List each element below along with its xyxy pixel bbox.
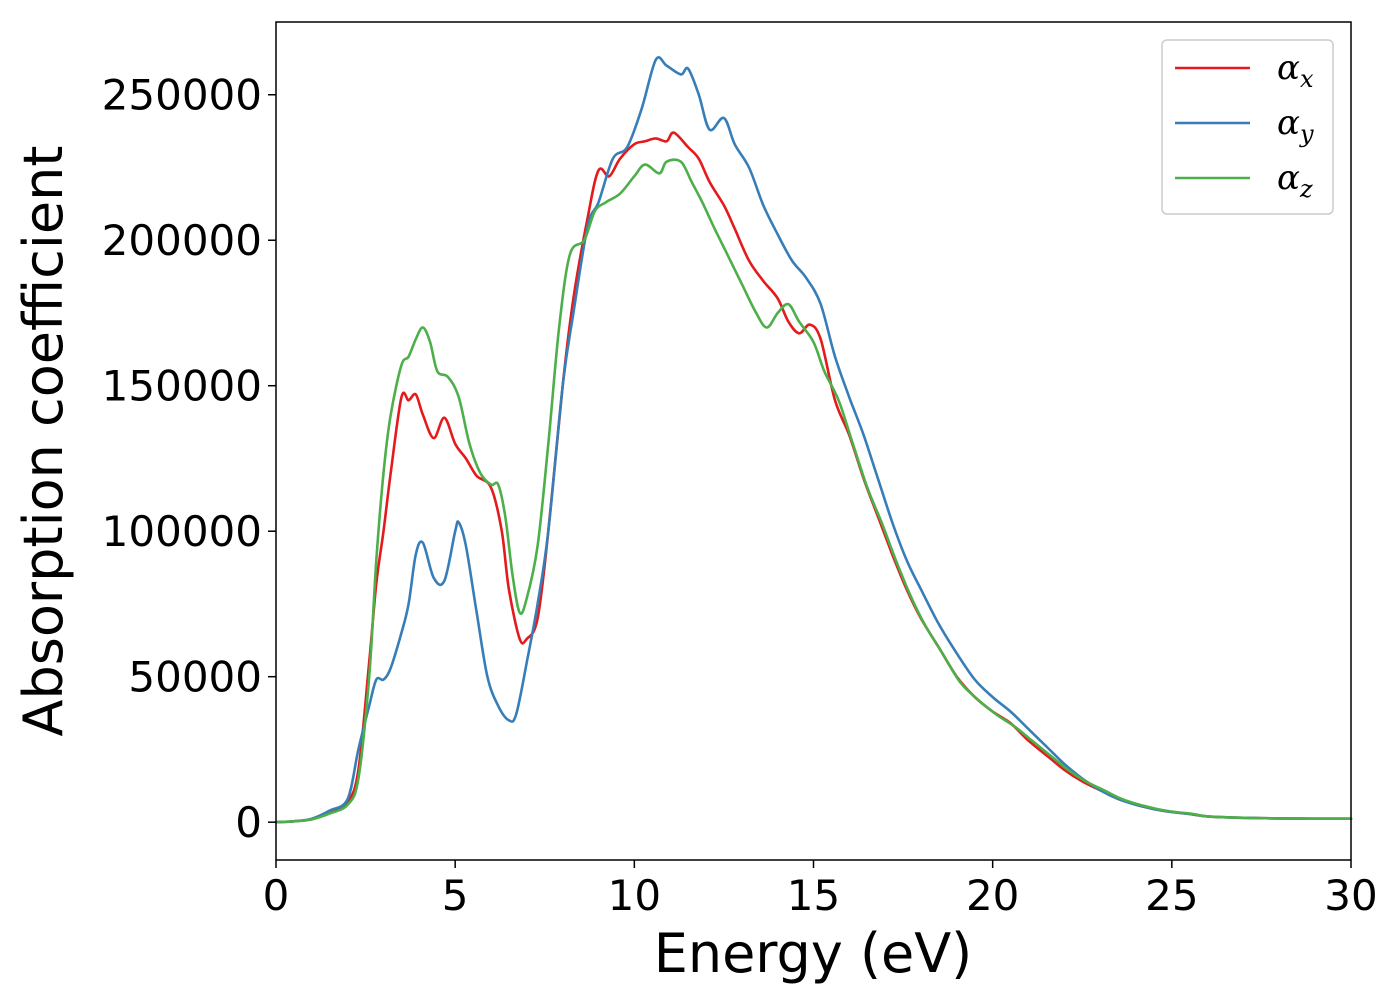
- y-tick-label: 200000: [102, 216, 262, 265]
- y-tick-label: 150000: [102, 362, 262, 411]
- x-tick-label: 15: [787, 871, 840, 920]
- x-tick-label: 10: [608, 871, 661, 920]
- x-axis-label: Energy (eV): [654, 922, 973, 985]
- legend-subscript: x: [1300, 65, 1314, 93]
- y-tick-label: 250000: [102, 71, 262, 120]
- legend-box: [1161, 39, 1334, 215]
- x-tick-label: 20: [966, 871, 1019, 920]
- x-tick-label: 0: [263, 871, 290, 920]
- y-axis-ticks: 0 50000 100000 150000 200000 250000: [102, 71, 276, 847]
- x-tick-label: 5: [442, 871, 469, 920]
- legend-subscript: z: [1299, 175, 1313, 203]
- legend-subscript: y: [1299, 120, 1314, 148]
- y-tick-label: 100000: [102, 507, 262, 556]
- series-line-alpha-y: [274, 56, 1353, 824]
- x-tick-label: 30: [1324, 871, 1377, 920]
- series-layer: [274, 56, 1353, 824]
- series-line-alpha-x: [274, 131, 1353, 824]
- y-axis-label: Absorption coefficient: [12, 146, 75, 737]
- x-axis-ticks: 0 5 10 15 20 25 30: [263, 860, 1378, 920]
- x-tick-label: 25: [1145, 871, 1198, 920]
- y-tick-label: 0: [235, 798, 262, 847]
- y-tick-label: 50000: [128, 653, 262, 702]
- series-line-alpha-z: [274, 158, 1353, 824]
